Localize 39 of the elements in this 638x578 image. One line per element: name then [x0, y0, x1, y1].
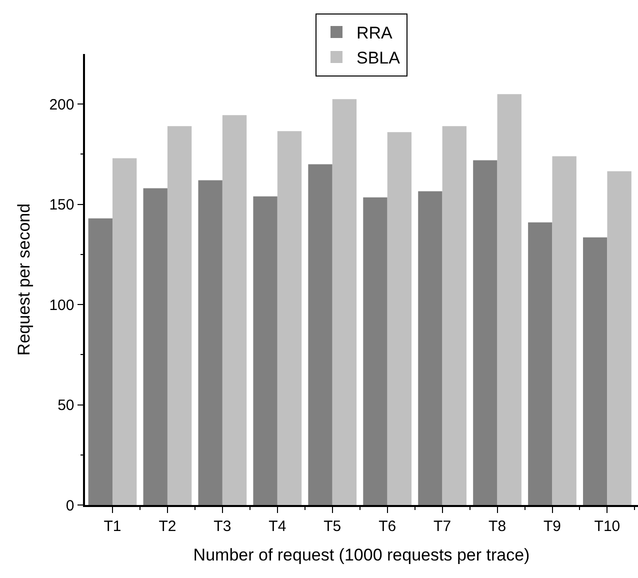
- bar: [473, 160, 498, 505]
- y-axis-title: Request per second: [14, 203, 34, 356]
- bar: [277, 131, 302, 505]
- y-tick-label: 200: [49, 96, 74, 114]
- x-axis-title: Number of request (1000 requests per trace): [193, 546, 530, 565]
- y-tick-label: 50: [58, 397, 74, 414]
- bar: [528, 222, 552, 505]
- bar: [363, 197, 388, 505]
- x-tick-label: T8: [488, 518, 506, 535]
- bar: [442, 126, 466, 505]
- bar: [583, 237, 608, 505]
- bar: [112, 158, 137, 505]
- x-tick-label: T5: [324, 518, 342, 535]
- legend-label: RRA: [356, 24, 394, 43]
- legend-label: SBLA: [356, 48, 401, 68]
- bar: [332, 99, 357, 505]
- bar: [418, 191, 442, 505]
- x-tick-label: T2: [158, 518, 176, 535]
- x-tick-label: T6: [378, 518, 396, 535]
- bar: [387, 132, 412, 505]
- x-tick-label: T9: [543, 518, 562, 535]
- bar: [607, 171, 632, 505]
- bar: [198, 180, 222, 505]
- x-tick-label: T3: [214, 518, 232, 535]
- x-tick-label: T1: [104, 518, 122, 535]
- y-tick-label: 0: [66, 497, 74, 514]
- bar: [167, 126, 192, 505]
- y-tick-label: 100: [49, 296, 74, 314]
- bar: [222, 115, 247, 505]
- bar: [308, 164, 332, 505]
- y-tick-label: 150: [49, 196, 74, 214]
- bar: [552, 156, 576, 505]
- x-tick-label: T10: [594, 518, 620, 535]
- bar: [253, 196, 278, 505]
- x-tick-label: T4: [268, 518, 286, 535]
- bar: [143, 188, 168, 505]
- bar: [88, 218, 112, 505]
- bar: [497, 94, 522, 505]
- x-tick-label: T7: [434, 518, 452, 535]
